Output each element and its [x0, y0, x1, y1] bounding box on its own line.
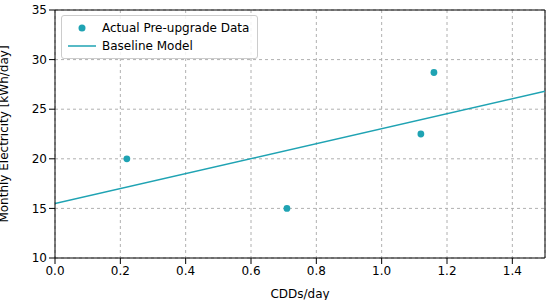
svg-text:0.8: 0.8: [307, 264, 326, 278]
svg-text:1.4: 1.4: [503, 264, 522, 278]
html-text:Baseline Model: Baseline Model: [102, 39, 193, 53]
svg-text:Monthly Electricity [kWh/day]: Monthly Electricity [kWh/day]: [8, 45, 11, 222]
svg-text:0.6: 0.6: [241, 264, 260, 278]
svg-text:0.4: 0.4: [176, 264, 195, 278]
svg-text:10: 10: [32, 251, 47, 265]
svg-text:0.0: 0.0: [45, 264, 64, 278]
svg-text:1.2: 1.2: [437, 264, 456, 278]
svg-text:CDDs/day: CDDs/day: [270, 287, 329, 300]
svg-text:0.2: 0.2: [111, 264, 130, 278]
html-text:Actual Pre-upgrade Data: Actual Pre-upgrade Data: [102, 21, 250, 35]
svg-text:15: 15: [32, 202, 47, 216]
svg-text:35: 35: [32, 3, 47, 17]
svg-text:20: 20: [32, 152, 47, 166]
svg-text:25: 25: [32, 102, 47, 116]
svg-text:30: 30: [32, 53, 47, 67]
svg-text:1.0: 1.0: [372, 264, 391, 278]
